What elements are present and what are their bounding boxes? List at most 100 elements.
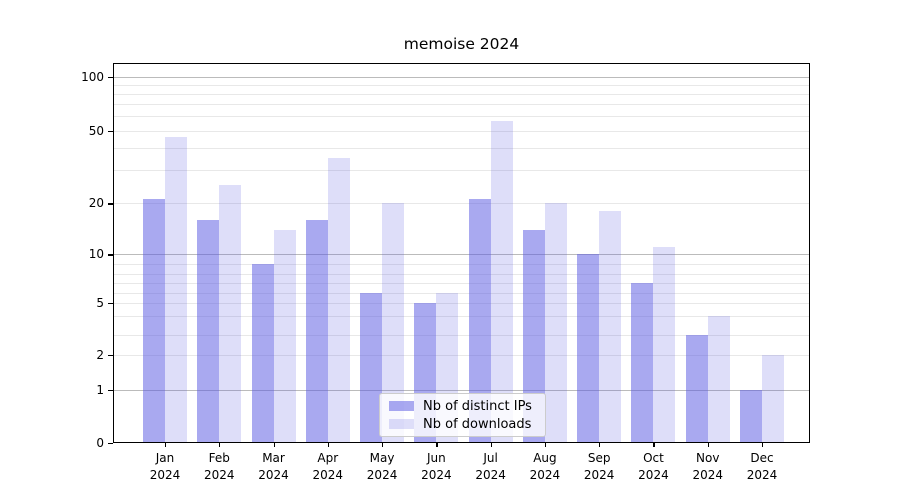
bar-downloads-nov — [707, 315, 730, 443]
x-tick-month: Sep — [587, 451, 611, 465]
y-tick-label: 1 — [96, 383, 104, 397]
gridline-minor — [113, 104, 810, 105]
x-tick-month: Dec — [750, 451, 774, 465]
x-tick — [273, 443, 275, 447]
x-tick-month: Aug — [533, 451, 557, 465]
plot-area — [113, 63, 810, 443]
x-tick-month: May — [369, 451, 395, 465]
x-tick-month: Feb — [208, 451, 230, 465]
bar-distinct-ips-jul — [468, 199, 491, 443]
y-tick-label: 2 — [96, 348, 104, 362]
x-tick-year: 2024 — [475, 467, 506, 482]
gridline-major — [113, 76, 810, 78]
gridline-minor — [113, 283, 810, 284]
bar-distinct-ips-nov — [685, 334, 708, 443]
bar-downloads-mar — [273, 229, 296, 443]
x-tick-label: Oct 2024 — [621, 450, 685, 483]
bar-distinct-ips-may — [360, 293, 383, 443]
x-tick — [219, 443, 221, 447]
x-tick — [761, 443, 764, 447]
bar-distinct-ips-apr — [305, 219, 328, 443]
x-tick-month: Apr — [317, 451, 339, 465]
x-tick — [544, 443, 547, 447]
bar-downloads-dec — [761, 355, 784, 443]
x-tick-month: Jan — [155, 451, 175, 465]
x-tick-label: Dec 2024 — [730, 450, 794, 483]
bar-downloads-sep — [599, 211, 622, 443]
gridline-minor — [113, 355, 810, 356]
gridline-minor — [113, 293, 810, 294]
x-tick-month: Jun — [426, 451, 446, 465]
y-tick-label: 100 — [81, 69, 104, 84]
x-tick-year: 2024 — [583, 467, 615, 482]
y-tick-label: 5 — [96, 296, 104, 310]
y-tick — [108, 203, 113, 205]
x-tick-year: 2024 — [203, 467, 235, 482]
x-tick-label: Feb 2024 — [187, 450, 251, 483]
y-tick — [108, 442, 113, 444]
gridline-minor — [113, 170, 810, 171]
gridline-minor — [113, 203, 810, 205]
gridline-minor — [113, 334, 810, 336]
y-tick-label: 10 — [88, 247, 104, 262]
x-tick — [436, 443, 438, 447]
bar-distinct-ips-mar — [251, 263, 274, 443]
gridline-minor — [113, 147, 810, 149]
gridline-minor — [113, 94, 810, 95]
gridline-major — [113, 254, 810, 256]
x-tick-label: Mar 2024 — [242, 450, 306, 483]
y-tick — [108, 130, 113, 132]
x-tick — [327, 443, 329, 447]
x-tick-label: Jan 2024 — [133, 450, 197, 483]
x-tick-year: 2024 — [529, 467, 561, 482]
gridline-minor — [113, 315, 810, 317]
x-tick-month: Nov — [696, 451, 720, 465]
x-tick — [599, 443, 601, 447]
bar-distinct-ips-feb — [197, 219, 220, 443]
gridline-minor — [113, 263, 810, 265]
legend-swatch-downloads — [389, 419, 414, 429]
x-tick-year: 2024 — [366, 467, 398, 482]
x-tick — [165, 443, 167, 447]
y-tick — [108, 303, 113, 305]
x-tick-month: Jul — [483, 451, 498, 465]
y-tick — [108, 76, 113, 78]
axes-frame — [113, 63, 810, 443]
bar-distinct-ips-sep — [577, 254, 600, 443]
gridline-major — [113, 390, 810, 391]
bar-downloads-oct — [653, 247, 676, 443]
gridline-minor — [113, 273, 810, 275]
x-tick-year: 2024 — [149, 467, 181, 482]
y-tick-label: 20 — [88, 196, 104, 211]
x-tick-year: 2024 — [421, 467, 452, 482]
bar-downloads-aug — [544, 203, 567, 443]
gridline-minor — [113, 130, 810, 132]
gridline-minor — [113, 116, 810, 117]
x-tick-year: 2024 — [258, 467, 289, 482]
legend-entry-distinct-ips: Nb of distinct IPs — [389, 399, 536, 414]
bar-distinct-ips-oct — [631, 283, 654, 443]
gridline-minor — [113, 85, 810, 86]
x-tick-year: 2024 — [638, 467, 669, 482]
legend-label-distinct-ips: Nb of distinct IPs — [423, 398, 532, 414]
bar-downloads-jul — [490, 121, 513, 443]
x-tick — [490, 443, 492, 447]
bar-distinct-ips-aug — [522, 229, 545, 443]
x-tick-month: Oct — [643, 451, 664, 465]
x-tick-year: 2024 — [692, 467, 723, 482]
x-tick-month: Mar — [262, 451, 285, 465]
bar-downloads-feb — [219, 185, 242, 443]
legend: Nb of distinct IPs Nb of downloads — [379, 393, 546, 437]
x-tick-label: Sep 2024 — [567, 450, 631, 483]
x-tick-label: Jun 2024 — [404, 450, 468, 483]
x-tick-year: 2024 — [746, 467, 778, 482]
chart-title: memoise 2024 — [403, 35, 520, 53]
legend-entry-downloads: Nb of downloads — [389, 417, 536, 432]
x-tick-label: May 2024 — [350, 450, 414, 483]
y-tick — [108, 390, 113, 392]
x-tick — [653, 443, 655, 447]
gridline-minor — [113, 303, 810, 304]
x-tick-label: Aug 2024 — [513, 450, 577, 483]
y-tick-label: 50 — [88, 123, 104, 138]
